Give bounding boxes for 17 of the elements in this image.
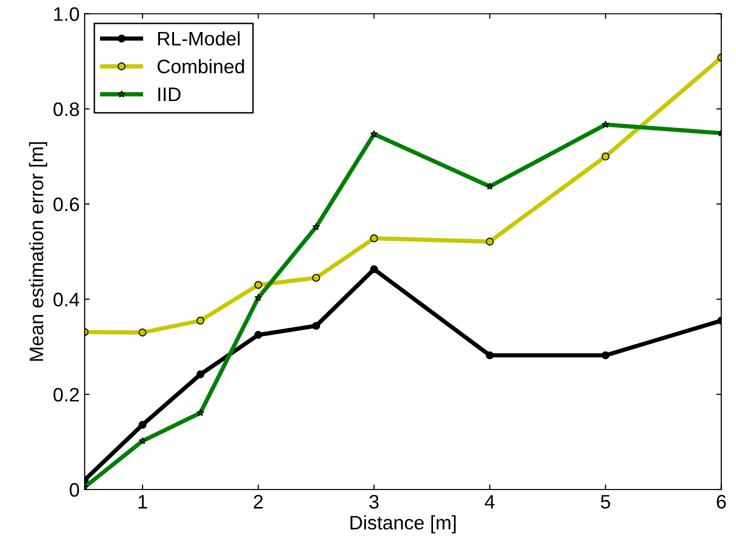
- x-tick-label: 5: [600, 495, 610, 509]
- y-axis-title: Mean estimation error [m]: [29, 142, 48, 361]
- x-tick-label: 3: [369, 494, 379, 509]
- legend-label: IID: [158, 88, 180, 102]
- x-tick-label: 6: [716, 494, 726, 509]
- y-tick-label: 1.0: [54, 7, 80, 21]
- y-tick-label: 0.8: [54, 102, 79, 116]
- y-tick-label: 0: [70, 482, 80, 497]
- y-tick-label: 0.2: [54, 388, 79, 402]
- x-axis-title: Distance [m]: [350, 515, 456, 534]
- x-tick-label: 1: [138, 495, 147, 508]
- y-tick-label: 0.6: [54, 198, 79, 212]
- legend-label: Combined: [158, 59, 244, 74]
- x-tick-label: 2: [254, 494, 263, 508]
- y-tick-label: 0.4: [54, 292, 80, 306]
- legend-label: RL-Model: [158, 31, 240, 46]
- x-tick-label: 4: [484, 495, 495, 508]
